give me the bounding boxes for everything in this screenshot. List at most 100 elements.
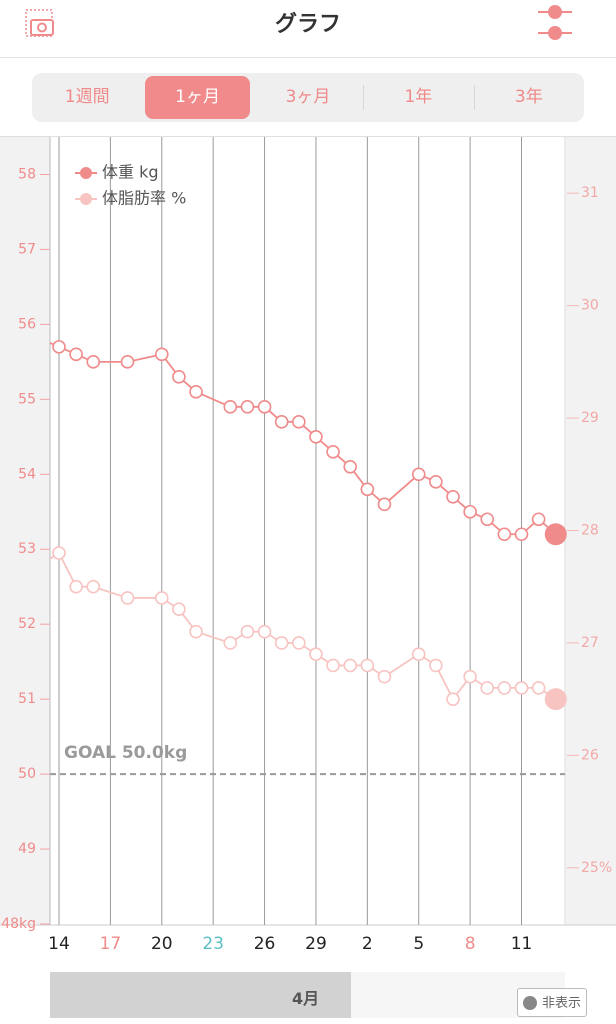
data-point <box>292 415 306 429</box>
legend-label: 体脂肪率 % <box>102 189 186 208</box>
y-tick-label: 58 <box>18 166 36 182</box>
y2-tick-label: 31 <box>581 185 599 201</box>
data-point <box>429 474 443 489</box>
data-point <box>343 459 358 474</box>
data-point <box>52 340 66 354</box>
data-point <box>257 624 272 639</box>
y2-tick-label: 29 <box>581 410 599 426</box>
data-point <box>326 444 340 459</box>
data-point <box>240 400 255 414</box>
title: グラフ <box>274 12 341 37</box>
legend-marker <box>80 167 92 179</box>
x-tick-label: 14 <box>48 934 70 954</box>
period-tabs: 1週間 1ヶ月 3ヶ月 1年 3年 <box>32 73 584 122</box>
series-line <box>50 551 94 588</box>
y-tick-label: 57 <box>18 241 36 257</box>
y-tick-label: 55 <box>18 391 36 407</box>
tab[interactable]: 3年 <box>514 87 543 107</box>
x-tick-label: 23 <box>202 934 224 954</box>
data-point <box>531 681 546 695</box>
y2-tick-label: 28 <box>581 523 599 539</box>
tab[interactable]: 3ヶ月 <box>285 87 331 107</box>
gap-connector <box>383 653 420 678</box>
data-point <box>531 512 546 527</box>
series-line <box>50 341 94 363</box>
data-point <box>497 527 512 542</box>
data-point <box>480 681 495 695</box>
tab-separator <box>363 85 365 110</box>
data-point <box>514 681 529 695</box>
data-point <box>52 546 66 560</box>
y2-tick-label: 27 <box>581 635 599 651</box>
data-point <box>309 647 323 661</box>
data-point <box>377 497 392 512</box>
data-point <box>86 579 101 594</box>
data-point <box>154 591 169 605</box>
series-line <box>230 405 386 505</box>
chart: 48kg4950515253545556575825%2627282930311… <box>0 136 616 954</box>
data-point <box>446 692 460 706</box>
month-label: 4月 <box>292 989 320 1008</box>
data-point <box>463 669 477 684</box>
data-point <box>69 579 83 594</box>
header: グラフ <box>0 0 616 58</box>
x-tick-label: 20 <box>151 934 173 954</box>
tab[interactable]: 1ヶ月 <box>145 76 250 119</box>
x-tick-label: 26 <box>254 934 276 954</box>
data-point <box>411 647 426 661</box>
tab[interactable]: 1週間 <box>64 87 110 107</box>
tab[interactable]: 1年 <box>404 87 433 107</box>
y-tick-label: 52 <box>18 616 36 632</box>
data-point <box>292 636 306 650</box>
hide-button[interactable]: 非表示 <box>517 988 587 1017</box>
data-point <box>514 527 529 542</box>
legend-marker <box>80 193 92 205</box>
y-tick-label: 53 <box>18 541 36 557</box>
data-point <box>377 669 392 684</box>
x-tick-label: 2 <box>362 934 373 954</box>
data-point <box>86 355 101 369</box>
tab-separator <box>473 85 475 110</box>
y-tick-label: 56 <box>18 316 36 332</box>
y-tick-label: 48kg <box>1 916 36 932</box>
camera-button[interactable] <box>22 6 62 46</box>
y-tick-label: 51 <box>18 691 36 707</box>
x-tick-label: 5 <box>413 934 424 954</box>
hide-label: 非表示 <box>542 996 582 1011</box>
data-point <box>69 347 83 362</box>
data-point <box>463 504 477 519</box>
x-tick-label: 29 <box>305 934 327 954</box>
data-point <box>274 636 289 650</box>
data-point <box>326 658 340 673</box>
y2-tick-label: 25% <box>581 860 612 876</box>
y-tick-label: 50 <box>18 766 36 782</box>
data-point <box>120 591 135 605</box>
data-point <box>189 385 203 399</box>
data-point <box>172 370 186 384</box>
series-line <box>229 630 385 678</box>
data-point <box>223 400 238 414</box>
data-point <box>544 688 567 711</box>
data-point <box>411 467 426 482</box>
data-point <box>189 624 203 639</box>
data-point <box>343 658 358 673</box>
y-tick-label: 54 <box>18 466 36 482</box>
data-point <box>360 482 375 497</box>
x-tick-label: 17 <box>100 934 122 954</box>
data-point <box>446 489 460 504</box>
gap-connector <box>383 473 420 505</box>
legend-label: 体重 kg <box>102 163 159 182</box>
data-point <box>274 415 289 429</box>
data-point <box>154 347 169 362</box>
data-point <box>497 681 512 695</box>
x-tick-label: 11 <box>511 934 533 954</box>
y-tick-label: 49 <box>18 841 36 857</box>
y2-tick-label: 26 <box>581 747 599 763</box>
x-tick-label: 8 <box>465 934 476 954</box>
data-point <box>480 512 495 527</box>
settings-button[interactable] <box>536 2 576 48</box>
y2-tick-label: 30 <box>581 298 599 314</box>
data-point <box>120 355 135 369</box>
data-point <box>223 636 238 650</box>
